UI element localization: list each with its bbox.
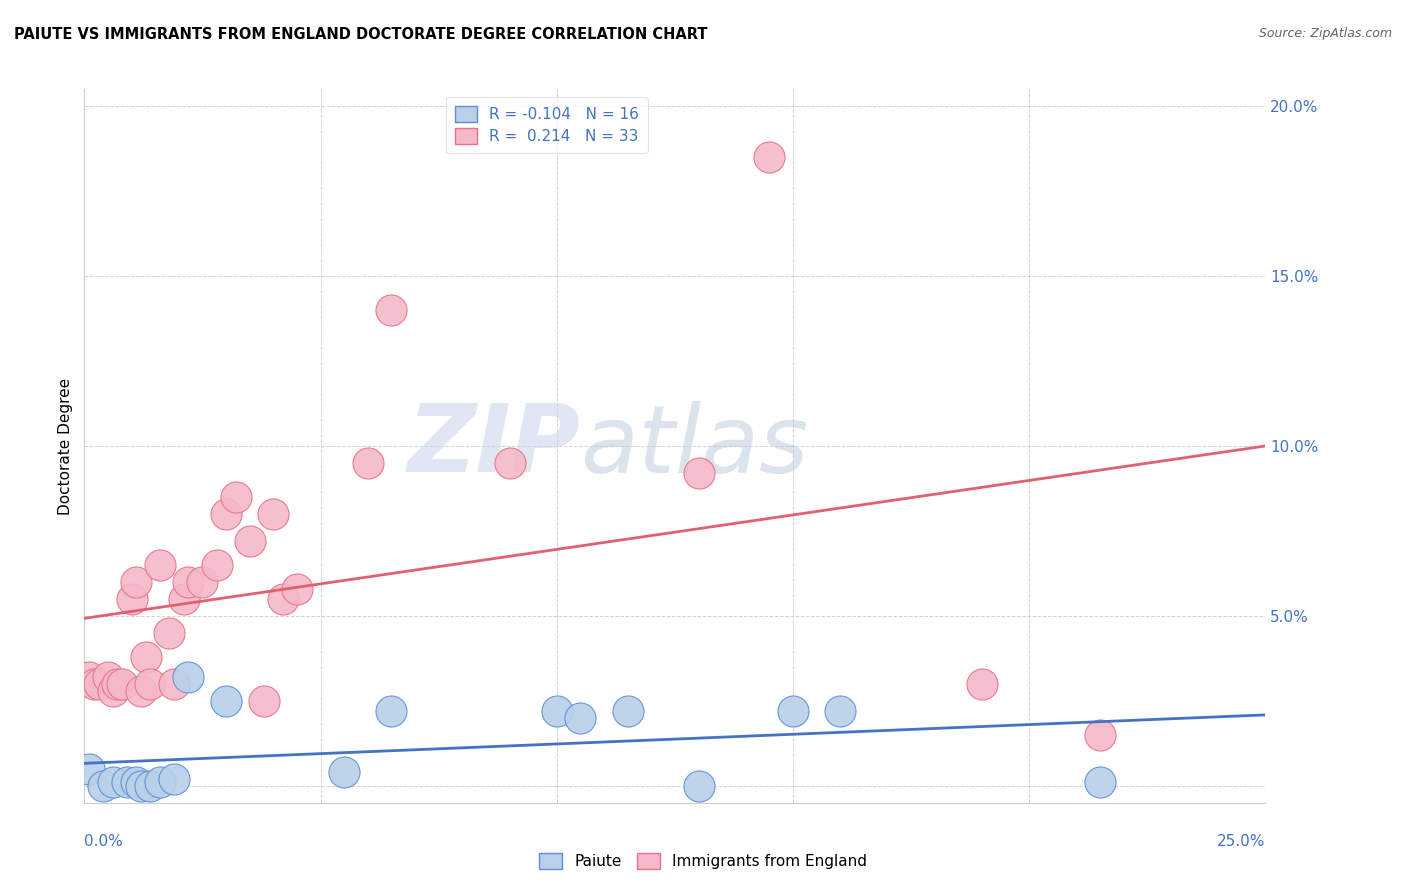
Legend: Paiute, Immigrants from England: Paiute, Immigrants from England bbox=[533, 847, 873, 875]
Point bbox=[498, 456, 520, 470]
Point bbox=[129, 683, 152, 698]
Point bbox=[688, 779, 710, 793]
Text: 0.0%: 0.0% bbox=[84, 834, 124, 849]
Point bbox=[333, 765, 356, 780]
Point bbox=[262, 507, 284, 521]
Point bbox=[157, 626, 180, 640]
Point bbox=[546, 704, 568, 718]
Point bbox=[111, 677, 134, 691]
Point bbox=[149, 558, 172, 572]
Text: PAIUTE VS IMMIGRANTS FROM ENGLAND DOCTORATE DEGREE CORRELATION CHART: PAIUTE VS IMMIGRANTS FROM ENGLAND DOCTOR… bbox=[14, 27, 707, 42]
Point bbox=[380, 303, 402, 318]
Point bbox=[163, 677, 186, 691]
Text: 25.0%: 25.0% bbox=[1218, 834, 1265, 849]
Point bbox=[129, 779, 152, 793]
Point bbox=[173, 591, 195, 606]
Point bbox=[121, 591, 143, 606]
Point bbox=[970, 677, 993, 691]
Point bbox=[83, 677, 105, 691]
Point bbox=[177, 670, 200, 684]
Point bbox=[101, 775, 124, 789]
Point bbox=[758, 150, 780, 164]
Point bbox=[91, 779, 114, 793]
Point bbox=[616, 704, 638, 718]
Point bbox=[125, 775, 148, 789]
Point bbox=[285, 582, 308, 596]
Point bbox=[177, 574, 200, 589]
Point bbox=[77, 670, 100, 684]
Point bbox=[215, 507, 238, 521]
Point bbox=[215, 694, 238, 708]
Point bbox=[688, 466, 710, 480]
Point bbox=[569, 711, 592, 725]
Point bbox=[97, 670, 120, 684]
Point bbox=[782, 704, 804, 718]
Text: Source: ZipAtlas.com: Source: ZipAtlas.com bbox=[1258, 27, 1392, 40]
Point bbox=[380, 704, 402, 718]
Point bbox=[830, 704, 852, 718]
Legend: R = -0.104   N = 16, R =  0.214   N = 33: R = -0.104 N = 16, R = 0.214 N = 33 bbox=[446, 97, 648, 153]
Point bbox=[107, 677, 129, 691]
Point bbox=[115, 775, 138, 789]
Point bbox=[205, 558, 228, 572]
Point bbox=[163, 772, 186, 786]
Point bbox=[135, 649, 157, 664]
Point bbox=[139, 779, 162, 793]
Text: atlas: atlas bbox=[581, 401, 808, 491]
Point bbox=[239, 534, 262, 549]
Point bbox=[87, 677, 110, 691]
Point bbox=[253, 694, 276, 708]
Point bbox=[1088, 775, 1111, 789]
Point bbox=[149, 775, 172, 789]
Point bbox=[1088, 728, 1111, 742]
Point bbox=[125, 574, 148, 589]
Y-axis label: Doctorate Degree: Doctorate Degree bbox=[58, 377, 73, 515]
Point bbox=[357, 456, 380, 470]
Point bbox=[139, 677, 162, 691]
Point bbox=[101, 683, 124, 698]
Point bbox=[271, 591, 294, 606]
Point bbox=[225, 490, 247, 504]
Text: ZIP: ZIP bbox=[408, 400, 581, 492]
Point bbox=[77, 762, 100, 776]
Point bbox=[191, 574, 214, 589]
